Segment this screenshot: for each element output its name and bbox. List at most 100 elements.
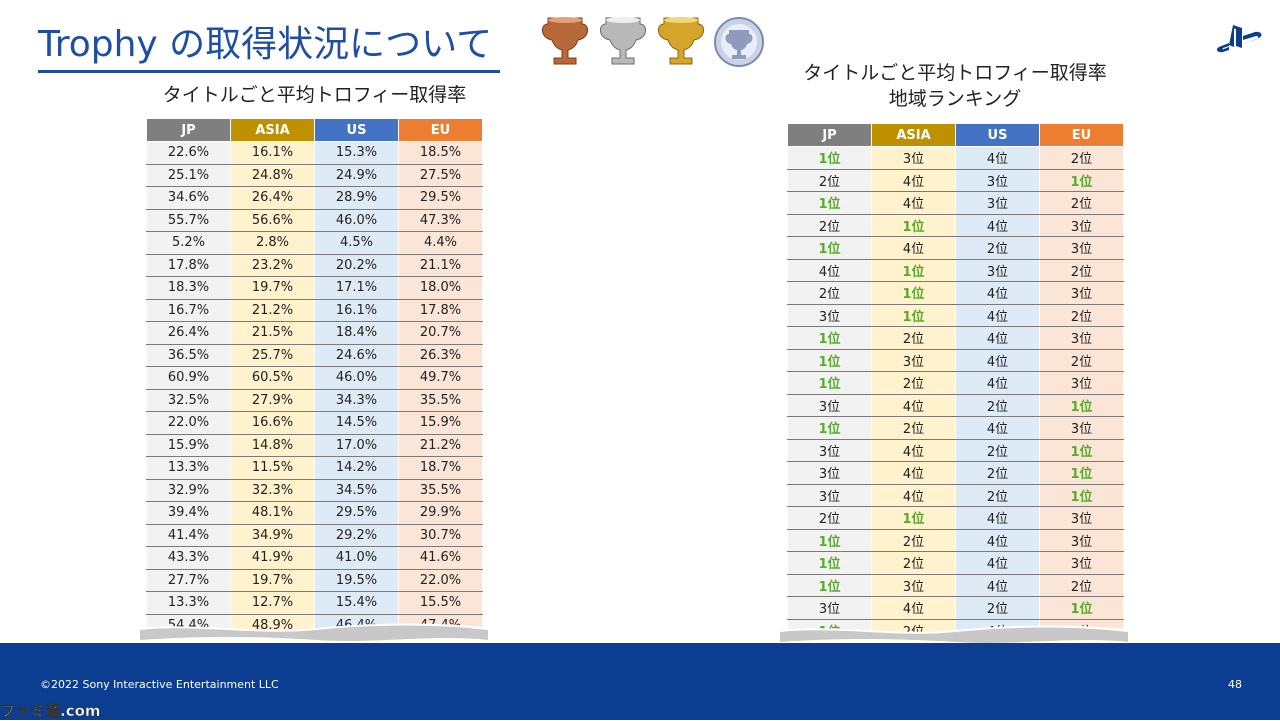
silver-trophy-icon bbox=[600, 17, 646, 65]
gold-trophy-icon bbox=[658, 17, 704, 65]
left-table-container: JP ASIA US EU 22.6% 16.1% 15.3% 18.5% 25.1% 2… bbox=[140, 118, 490, 638]
cell-jp: 3位 bbox=[787, 393, 872, 417]
table-row: 3位 4位 2位 1位 bbox=[787, 483, 1124, 507]
cell-jp: 32.9% bbox=[146, 478, 231, 502]
table-row: 34.6% 26.4% 28.9% 29.5% bbox=[146, 186, 483, 210]
table-row: 16.7% 21.2% 16.1% 17.8% bbox=[146, 298, 483, 322]
cell-jp: 2位 bbox=[787, 213, 872, 237]
cell-us: 4位 bbox=[955, 371, 1040, 395]
cell-asia: 27.9% bbox=[230, 388, 315, 412]
cell-asia: 1位 bbox=[871, 213, 956, 237]
cell-asia: 4位 bbox=[871, 438, 956, 462]
cell-us: 24.6% bbox=[314, 343, 399, 367]
cell-asia: 2位 bbox=[871, 416, 956, 440]
cell-eu: 3位 bbox=[1039, 551, 1124, 575]
cell-eu: 3位 bbox=[1039, 326, 1124, 350]
cell-jp: 1位 bbox=[787, 573, 872, 597]
cell-eu: 18.5% bbox=[398, 141, 483, 165]
cell-eu: 18.0% bbox=[398, 276, 483, 300]
cell-eu: 2位 bbox=[1039, 258, 1124, 282]
cell-jp: 1位 bbox=[787, 191, 872, 215]
cell-us: 14.5% bbox=[314, 411, 399, 435]
cell-asia: 1位 bbox=[871, 258, 956, 282]
cell-asia: 26.4% bbox=[230, 186, 315, 210]
cell-eu: 3位 bbox=[1039, 236, 1124, 260]
cell-us: 17.1% bbox=[314, 276, 399, 300]
cell-us: 16.1% bbox=[314, 298, 399, 322]
cell-asia: 16.6% bbox=[230, 411, 315, 435]
column-header-eu: EU bbox=[398, 118, 483, 142]
table-row: 32.5% 27.9% 34.3% 35.5% bbox=[146, 388, 483, 412]
cell-jp: 3位 bbox=[787, 461, 872, 485]
cell-jp: 1位 bbox=[787, 528, 872, 552]
cell-eu: 20.7% bbox=[398, 321, 483, 345]
table-row: 3位 4位 2位 1位 bbox=[787, 461, 1124, 485]
cell-asia: 4位 bbox=[871, 191, 956, 215]
cell-us: 29.5% bbox=[314, 501, 399, 525]
table-row: 55.7% 56.6% 46.0% 47.3% bbox=[146, 208, 483, 232]
cell-asia: 24.8% bbox=[230, 163, 315, 187]
cell-asia: 16.1% bbox=[230, 141, 315, 165]
cell-asia: 56.6% bbox=[230, 208, 315, 232]
copyright-text: ©2022 Sony Interactive Entertainment LLC bbox=[40, 678, 279, 691]
table-row: 36.5% 25.7% 24.6% 26.3% bbox=[146, 343, 483, 367]
cell-us: 29.2% bbox=[314, 523, 399, 547]
table-row: 3位 1位 4位 2位 bbox=[787, 303, 1124, 327]
table-row: 1位 3位 4位 2位 bbox=[787, 348, 1124, 372]
cell-asia: 4位 bbox=[871, 236, 956, 260]
table-row: 3位 4位 2位 1位 bbox=[787, 596, 1124, 620]
cell-jp: 2位 bbox=[787, 281, 872, 305]
table-row: 18.3% 19.7% 17.1% 18.0% bbox=[146, 276, 483, 300]
cell-jp: 3位 bbox=[787, 438, 872, 462]
cell-eu: 3位 bbox=[1039, 506, 1124, 530]
cell-jp: 39.4% bbox=[146, 501, 231, 525]
cell-eu: 27.5% bbox=[398, 163, 483, 187]
right-table-subtitle: タイトルごと平均トロフィー取得率 地域ランキング bbox=[760, 60, 1150, 112]
table-row: 3位 4位 2位 1位 bbox=[787, 438, 1124, 462]
cell-asia: 1位 bbox=[871, 506, 956, 530]
cell-eu: 1位 bbox=[1039, 461, 1124, 485]
cell-us: 20.2% bbox=[314, 253, 399, 277]
cell-us: 4位 bbox=[955, 573, 1040, 597]
cell-eu: 1位 bbox=[1039, 168, 1124, 192]
cell-us: 46.0% bbox=[314, 366, 399, 390]
table-row: 39.4% 48.1% 29.5% 29.9% bbox=[146, 501, 483, 525]
cell-eu: 47.3% bbox=[398, 208, 483, 232]
cell-asia: 34.9% bbox=[230, 523, 315, 547]
playstation-logo-icon bbox=[1216, 25, 1262, 53]
cell-us: 14.2% bbox=[314, 456, 399, 480]
cell-jp: 1位 bbox=[787, 416, 872, 440]
cell-asia: 3位 bbox=[871, 348, 956, 372]
cell-eu: 17.8% bbox=[398, 298, 483, 322]
cell-eu: 26.3% bbox=[398, 343, 483, 367]
cell-jp: 55.7% bbox=[146, 208, 231, 232]
cell-asia: 12.7% bbox=[230, 591, 315, 615]
cell-jp: 32.5% bbox=[146, 388, 231, 412]
cell-asia: 21.5% bbox=[230, 321, 315, 345]
cell-eu: 2位 bbox=[1039, 348, 1124, 372]
column-header-jp: JP bbox=[146, 118, 231, 142]
column-header-asia: ASIA bbox=[230, 118, 315, 142]
table-row: 4位 1位 3位 2位 bbox=[787, 258, 1124, 282]
table-row: 26.4% 21.5% 18.4% 20.7% bbox=[146, 321, 483, 345]
cell-eu: 1位 bbox=[1039, 596, 1124, 620]
table-row: 15.9% 14.8% 17.0% 21.2% bbox=[146, 433, 483, 457]
cell-asia: 41.9% bbox=[230, 546, 315, 570]
cell-eu: 41.6% bbox=[398, 546, 483, 570]
table-header-row: JP ASIA US EU bbox=[787, 123, 1124, 147]
cell-jp: 3位 bbox=[787, 483, 872, 507]
platinum-trophy-icon bbox=[714, 17, 764, 67]
cell-asia: 32.3% bbox=[230, 478, 315, 502]
table-row: 22.0% 16.6% 14.5% 15.9% bbox=[146, 411, 483, 435]
cell-us: 28.9% bbox=[314, 186, 399, 210]
table-row: 17.8% 23.2% 20.2% 21.1% bbox=[146, 253, 483, 277]
cell-jp: 36.5% bbox=[146, 343, 231, 367]
table-row: 2位 4位 3位 1位 bbox=[787, 168, 1124, 192]
cell-eu: 1位 bbox=[1039, 393, 1124, 417]
cell-asia: 3位 bbox=[871, 573, 956, 597]
cell-us: 2位 bbox=[955, 393, 1040, 417]
cell-jp: 2位 bbox=[787, 168, 872, 192]
cell-us: 46.0% bbox=[314, 208, 399, 232]
cell-asia: 4位 bbox=[871, 596, 956, 620]
